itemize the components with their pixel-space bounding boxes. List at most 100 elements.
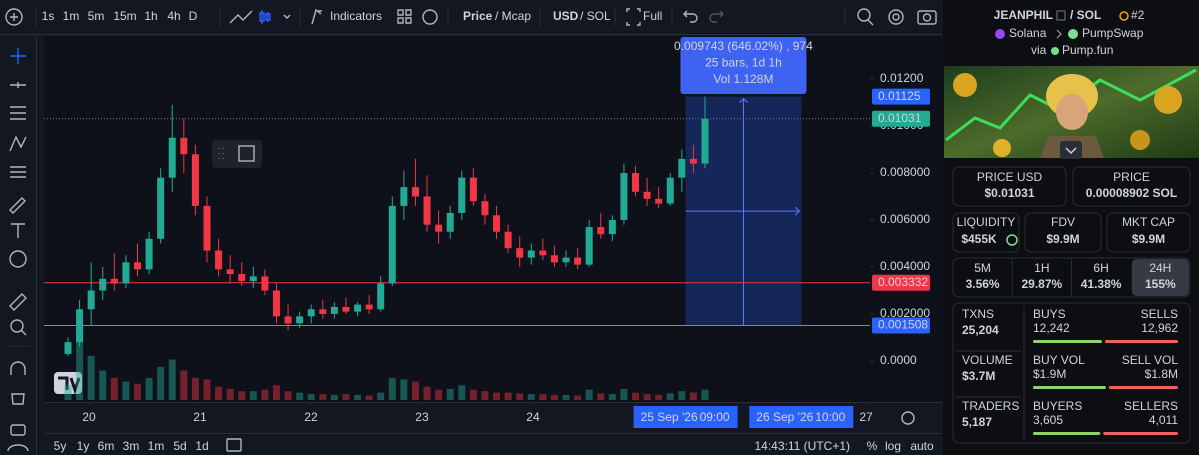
x-tick-label: 22 <box>304 410 318 424</box>
chain: Solana <box>1009 26 1047 40</box>
lock-all-tool[interactable] <box>10 424 26 436</box>
zoom-tool[interactable] <box>10 319 24 333</box>
chart-type-candles[interactable] <box>259 10 271 24</box>
range-button[interactable]: 3m <box>123 439 140 453</box>
percent-toggle[interactable]: % <box>867 439 878 453</box>
select-icon[interactable] <box>238 145 255 162</box>
coin <box>993 139 1011 157</box>
volume-bar <box>110 377 118 400</box>
candle-body <box>481 201 489 216</box>
candle-body <box>203 205 211 251</box>
settings-icon[interactable] <box>888 9 904 25</box>
volume-bar <box>249 391 257 400</box>
candle-body <box>110 278 118 284</box>
volume-bar <box>133 383 141 400</box>
projection-tool[interactable] <box>10 166 26 178</box>
expand-button[interactable] <box>1060 141 1082 159</box>
interval-button[interactable]: 1s <box>42 9 55 23</box>
usd-toggle[interactable]: USD <box>553 9 579 23</box>
search-icon[interactable] <box>857 8 871 22</box>
replay-icon[interactable] <box>422 9 438 25</box>
ruler-tool[interactable] <box>9 293 27 311</box>
emoji-tool[interactable] <box>9 250 27 268</box>
volume-bar <box>481 391 489 400</box>
range-button[interactable]: 5d <box>173 439 186 453</box>
fx-icon[interactable] <box>311 8 322 25</box>
interval-button[interactable]: 1h <box>144 9 157 23</box>
mcap-toggle[interactable]: / Mcap <box>495 9 531 23</box>
crosshair-tool[interactable] <box>10 48 26 64</box>
range-button[interactable]: 5y <box>54 439 67 453</box>
text-tool[interactable] <box>11 223 25 238</box>
full-button[interactable]: Full <box>643 9 662 23</box>
magnet-tool[interactable] <box>10 361 26 375</box>
dropdown[interactable] <box>283 14 291 19</box>
snapshot-icon[interactable] <box>917 10 937 25</box>
chart-type-line[interactable] <box>229 10 253 24</box>
date-range-icon[interactable] <box>226 438 242 452</box>
change-label[interactable]: 24H <box>1149 261 1171 275</box>
auto-toggle[interactable]: auto <box>910 439 934 453</box>
redo-icon <box>709 10 724 23</box>
range-button[interactable]: 1d <box>195 439 208 453</box>
chevron <box>1056 29 1062 39</box>
range-button[interactable]: 1m <box>148 439 165 453</box>
range-button[interactable]: 1y <box>77 439 90 453</box>
pattern-tool[interactable] <box>9 135 27 152</box>
volume-bar <box>400 379 408 400</box>
y-tick-label: 0.002000 <box>880 306 930 320</box>
candle-body <box>550 255 558 263</box>
via: via <box>1031 43 1047 57</box>
buy-label: BUY VOL <box>1033 353 1085 367</box>
change-label[interactable]: 5M <box>974 261 991 275</box>
change-label[interactable]: 1H <box>1034 261 1049 275</box>
visibility-tool[interactable] <box>7 444 29 452</box>
brush-tool[interactable] <box>9 197 26 214</box>
axis-settings[interactable] <box>901 411 915 425</box>
interval-button[interactable]: D <box>189 9 198 23</box>
coin <box>953 73 977 97</box>
log-toggle[interactable]: log <box>885 439 901 453</box>
templates-icon[interactable] <box>397 9 412 24</box>
line-tool[interactable] <box>10 82 26 88</box>
zoom-handle <box>20 329 27 336</box>
interval-button[interactable]: 1m <box>63 9 80 23</box>
interval-button[interactable]: 4h <box>167 9 180 23</box>
candle-body <box>180 137 188 155</box>
undo-icon[interactable] <box>683 10 698 23</box>
dex-icon <box>1068 29 1078 39</box>
interval-button[interactable]: 5m <box>88 9 105 23</box>
volume-bar <box>585 389 593 400</box>
change-value[interactable]: 155% <box>1145 277 1176 291</box>
range-button[interactable]: 6m <box>98 439 115 453</box>
fullscreen-icon[interactable] <box>626 8 641 26</box>
volume-bar <box>191 377 199 400</box>
volume-bar <box>272 385 280 400</box>
price-toggle[interactable]: Price <box>463 9 493 23</box>
lock-tool[interactable] <box>11 393 25 405</box>
change-value[interactable]: 29.87% <box>1021 277 1062 291</box>
copy-icon <box>1056 10 1066 21</box>
fib-tool[interactable] <box>10 106 26 120</box>
change-label[interactable]: 6H <box>1093 261 1108 275</box>
tooltip-text: 0.009743 (646.02%) , 974 <box>674 39 813 53</box>
active-tab[interactable] <box>1131 259 1189 296</box>
token-banner <box>944 66 1199 159</box>
search-handle <box>867 19 874 26</box>
time-label-box <box>749 406 854 428</box>
stat-value: 5,187 <box>962 415 992 429</box>
volume-bar <box>296 392 304 400</box>
volume-bar <box>180 370 188 400</box>
candle-body <box>411 187 419 197</box>
candle-body <box>632 172 640 192</box>
add-symbol[interactable] <box>5 8 23 26</box>
indicators-button[interactable]: Indicators <box>330 9 382 23</box>
volume-bar <box>76 330 84 400</box>
sol-toggle[interactable]: / SOL <box>580 9 611 23</box>
change-value[interactable]: 3.56% <box>966 277 1000 291</box>
change-value[interactable]: 41.38% <box>1081 277 1122 291</box>
candle-body <box>423 196 431 225</box>
interval-button[interactable]: 15m <box>113 9 136 23</box>
sell-label: SELLERS <box>1124 399 1178 413</box>
